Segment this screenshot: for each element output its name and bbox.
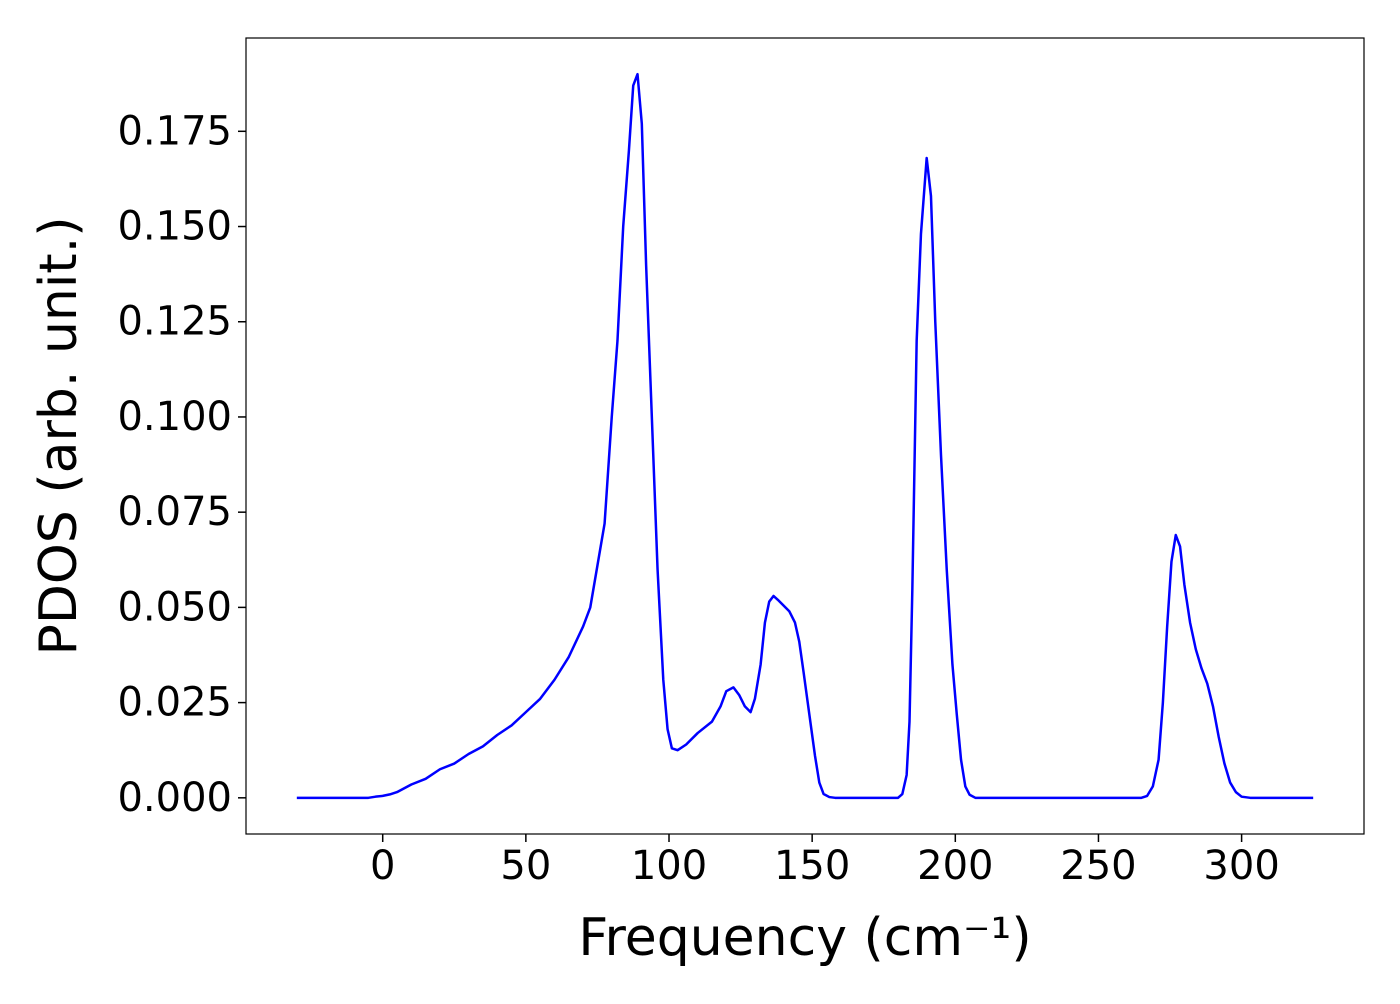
y-axis-label: PDOS (arb. unit.) — [29, 216, 89, 655]
x-tick-label: 100 — [631, 843, 707, 889]
x-tick-label: 300 — [1203, 843, 1279, 889]
y-tick-label: 0.100 — [117, 394, 232, 440]
x-tick-label: 50 — [500, 843, 551, 889]
y-tick-label: 0.125 — [117, 299, 232, 345]
x-axis-label: Frequency (cm⁻¹) — [578, 908, 1031, 968]
x-tick-label: 250 — [1060, 843, 1136, 889]
y-tick-label: 0.025 — [117, 680, 232, 726]
y-tick-label: 0.150 — [117, 204, 232, 250]
y-tick-label: 0.050 — [117, 584, 232, 630]
x-tick-label: 0 — [370, 843, 395, 889]
plot-frame — [245, 37, 1365, 835]
y-tick-label: 0.075 — [117, 489, 232, 535]
y-tick-label: 0.175 — [117, 108, 232, 154]
y-tick-label: 0.000 — [117, 775, 232, 821]
line — [296, 72, 1314, 800]
x-tick-label: 200 — [917, 843, 993, 889]
x-tick-label: 150 — [774, 843, 850, 889]
